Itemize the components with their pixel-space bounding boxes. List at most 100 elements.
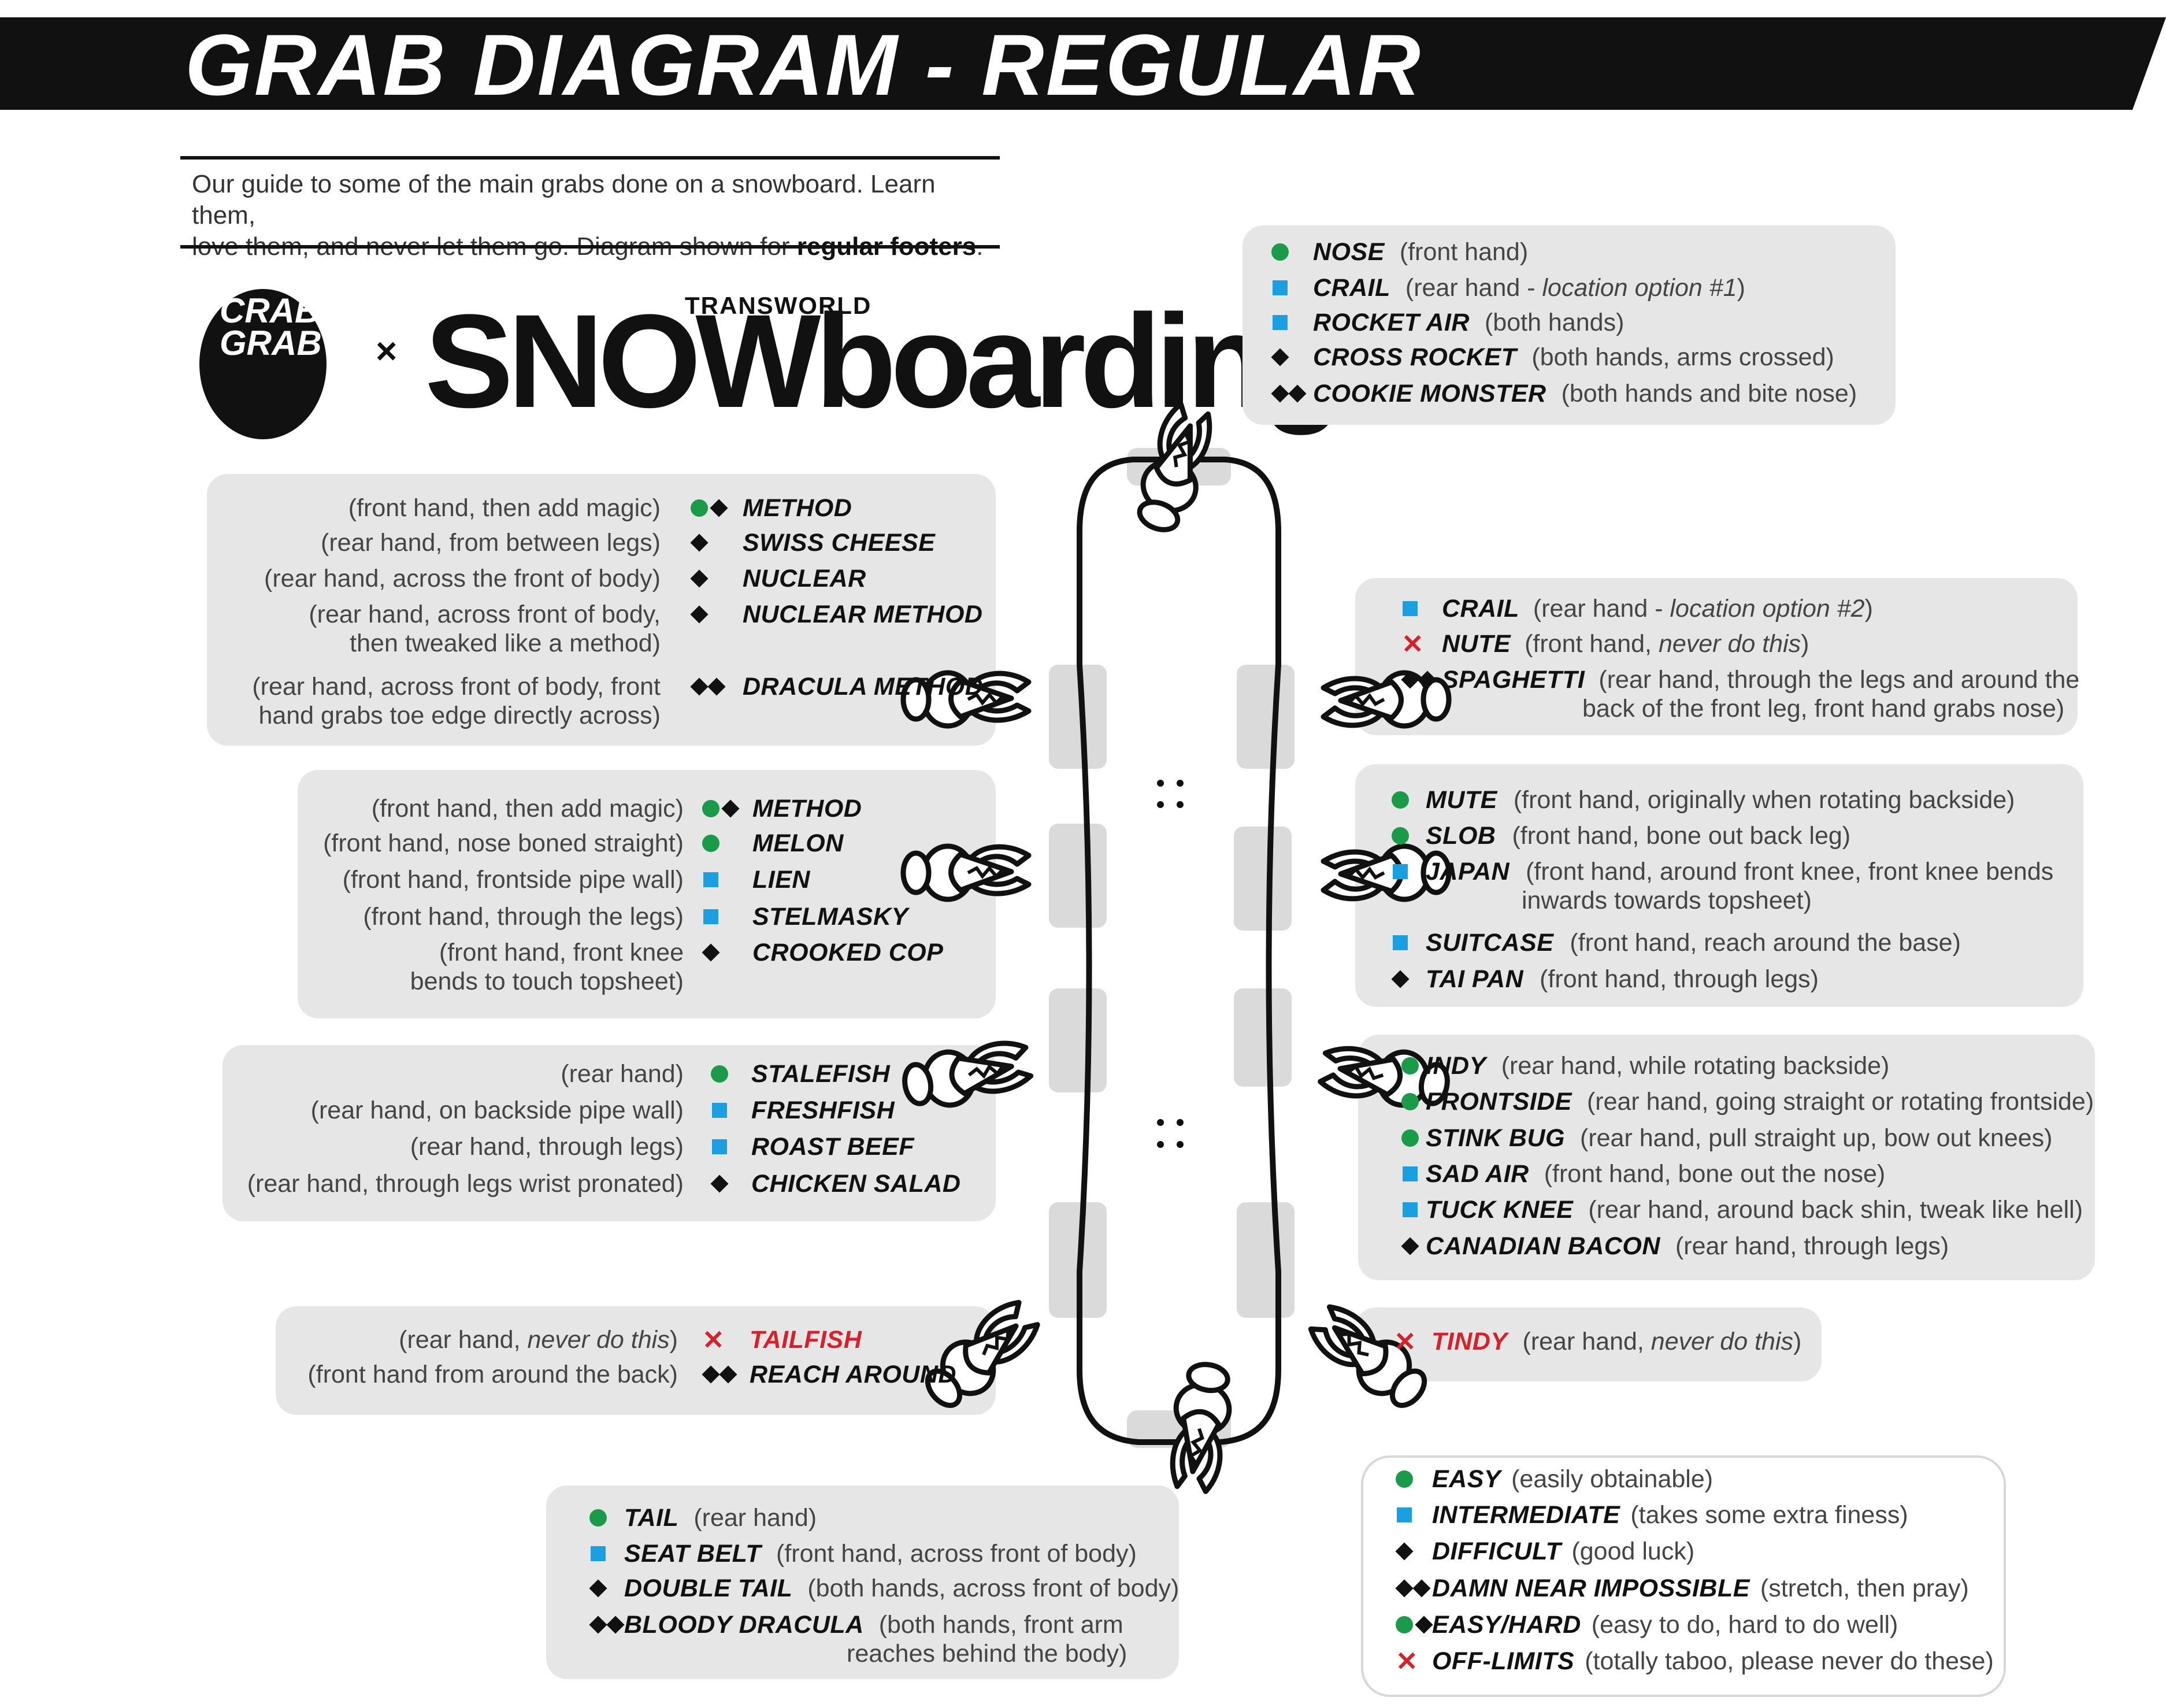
intermediate-square-icon [1403,601,1418,616]
grab-desc-emphasis: never do this [1651,1328,1793,1355]
transworld-text: TRANSWORLD [685,292,872,319]
grab-name: TAI PAN [1426,965,1524,993]
grab-desc-line: (rear hand, through the legs and around … [1598,665,2079,695]
panel-left-mid [298,770,996,1018]
grab-name: INTERMEDIATE [1432,1501,1620,1529]
intermediate-square-icon [712,1103,727,1118]
grab-desc-line: (front hand, around front knee, front kn… [1526,857,2053,887]
grab-desc: (both hands and bite nose) [1561,380,1857,407]
grab-desc-line-2: reaches behind the body) [847,1640,1127,1668]
off-limits-x-icon: ✕ [1394,1327,1416,1357]
grab-desc-line: (good luck) [1571,1536,1694,1566]
panel-left-low [222,1045,996,1221]
grab-desc: (both hands, front arm [878,1611,1123,1639]
grab-desc: (rear hand - [1533,595,1670,623]
grab-name: TAILFISH [750,1326,862,1354]
grab-desc: (rear hand, across the front of body) [264,565,661,592]
grab-desc-line: (front hand, never do this) [1525,629,1809,659]
grab-desc: (rear hand, across front of body, front [252,673,661,701]
grab-desc-line: (rear hand, from between legs) [321,528,661,558]
grab-name: NUCLEAR [743,565,866,592]
grab-desc-line: (front hand, across front of body) [776,1539,1137,1569]
legend-box [1361,1455,2006,1697]
grab-name: JAPAN [1426,858,1510,886]
grab-desc: (front hand, frontside pipe wall) [342,866,684,894]
grab-desc-line: (front hand, originally when rotating ba… [1514,785,2015,815]
grab-desc-line: (rear hand, around back shin, tweak like… [1588,1195,2083,1225]
grab-name: DAMN NEAR IMPOSSIBLE [1432,1574,1750,1602]
panel-right-tail [1355,1307,1822,1381]
grab-desc: (rear hand) [561,1060,684,1088]
grab-desc-line: (both hands) [1485,307,1624,338]
grab-name: INDY [1426,1052,1486,1080]
panel-right-low [1358,1035,2095,1280]
grab-desc: (rear hand, [1522,1328,1651,1355]
easy-circle-icon [691,499,708,517]
intro-rule-bottom [180,245,1000,249]
grab-name: SWISS CHEESE [743,529,936,557]
intermediate-square-icon [591,1546,606,1561]
grab-desc-line: (rear hand, never do this) [1523,1327,1802,1357]
grab-desc-line: (front hand, through legs) [1540,964,1819,994]
page-title: GRAB DIAGRAM - REGULAR [185,16,1422,113]
left-claw-1-icon [900,670,1032,729]
grab-desc-line: (front hand from around the back) [307,1359,678,1390]
grab-desc: (rear hand, going straight or rotating f… [1586,1088,2094,1116]
easy-circle-icon [702,835,719,852]
grab-desc-line: (rear hand, across the front of body) [264,564,661,594]
grab-desc-line: (front hand, reach around the base) [1570,928,1961,958]
grab-name: EASY [1432,1465,1501,1493]
grab-desc-line: (front hand) [1400,237,1528,267]
easy-circle-icon [1401,1129,1419,1147]
right-claw-3-icon [1318,1046,1450,1108]
grab-desc: (easy to do, hard to do well) [1591,1611,1898,1639]
grab-desc-line-2: bends to touch topsheet) [410,968,684,995]
grab-desc-emphasis: location option #2 [1670,595,1865,623]
grab-desc: (rear hand, on backside pipe wall) [310,1096,684,1124]
grab-desc-line: (front hand, bone out back leg) [1512,821,1850,851]
left-claw-4-icon [925,1299,1040,1408]
grab-desc: (rear hand, through the legs and around … [1598,666,2080,694]
grab-desc-end: ) [669,1326,678,1354]
panel-left-tail [276,1306,996,1415]
grab-desc-line: (rear hand, never do this) [399,1325,678,1355]
easy-circle-icon [1392,827,1409,844]
intermediate-square-icon [1273,315,1288,330]
grab-name: CANADIAN BACON [1426,1232,1660,1260]
grab-desc-line: (front hand, then add magic) [348,493,661,523]
intermediate-square-icon [703,909,718,924]
grab-desc: (rear hand, through legs) [1675,1232,1949,1260]
grab-desc: (both hands, across front of body) [807,1574,1180,1602]
left-claw-3-icon [902,1040,1034,1108]
grab-name: TINDY [1431,1328,1508,1355]
grab-name: FRONTSIDE [1426,1088,1572,1116]
grab-name: NOSE [1313,238,1385,266]
grab-name: CROOKED COP [752,939,944,966]
grab-name: CRAIL [1442,595,1519,623]
grab-desc-line: (front hand, then add magic) [372,794,684,824]
grab-zone-right-2 [1234,827,1292,931]
grab-desc: (rear hand, pull straight up, bow out kn… [1580,1124,2053,1152]
grab-name: CROSS ROCKET [1313,343,1517,371]
grab-desc-line: (easily obtainable) [1511,1464,1713,1494]
grab-desc-line: (rear hand, across front of body, [309,599,661,629]
grab-desc-end: ) [1864,595,1873,623]
easy-circle-icon [711,1065,728,1083]
grab-desc: (rear hand - [1405,274,1542,302]
tail-claw-icon [1170,1362,1232,1494]
grab-name: ROAST BEEF [751,1133,915,1161]
grab-desc: (front hand, front knee [439,939,684,966]
grab-desc-line: (rear hand - location option #1) [1405,273,1745,303]
grab-desc-line: (both hands, across front of body) [807,1573,1179,1603]
grab-desc: (rear hand, while rotating backside) [1501,1052,1890,1080]
grab-desc: (front hand, through the legs) [363,903,684,931]
easy-circle-icon [1396,1616,1413,1633]
easy-circle-icon [1392,791,1409,809]
grab-desc-line: (rear hand, through legs wrist pronated) [247,1169,684,1199]
panel-nose [1243,225,1896,425]
grab-desc-line: (rear hand, across front of body, front [252,672,661,702]
grab-name: NUCLEAR METHOD [743,601,983,628]
grab-name: SLOB [1426,822,1496,850]
grab-desc: (front hand, around front knee, front kn… [1526,858,2054,886]
easy-circle-icon [1401,1057,1419,1075]
